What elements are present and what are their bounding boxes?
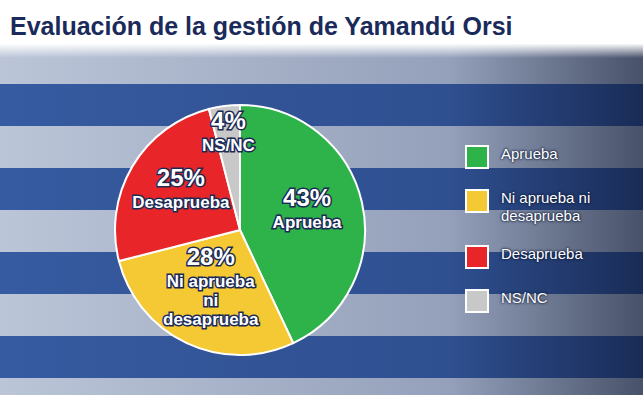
html-text:NS/NC: NS/NC — [501, 289, 548, 306]
svg-text:Aprueba: Aprueba — [273, 213, 343, 232]
svg-text:NS/NC: NS/NC — [202, 136, 255, 155]
svg-text:desaprueba: desaprueba — [163, 310, 259, 329]
svg-text:28%: 28% — [187, 243, 235, 270]
html-text:Evaluación de la gestión de Ya: Evaluación de la gestión de Yamandú Orsi — [10, 12, 513, 40]
html-text:Ni aprueba ni desaprueba: Ni aprueba ni desaprueba — [501, 189, 591, 224]
svg-text:Ni aprueba: Ni aprueba — [167, 272, 255, 291]
svg-text:25%: 25% — [157, 164, 205, 191]
svg-text:43%: 43% — [283, 184, 331, 211]
svg-text:ni: ni — [203, 291, 218, 310]
html-text:Aprueba: Aprueba — [501, 145, 558, 162]
svg-text:4%: 4% — [211, 107, 246, 134]
svg-text:Desaprueba: Desaprueba — [132, 193, 230, 212]
html-text:Desaprueba: Desaprueba — [501, 245, 583, 262]
